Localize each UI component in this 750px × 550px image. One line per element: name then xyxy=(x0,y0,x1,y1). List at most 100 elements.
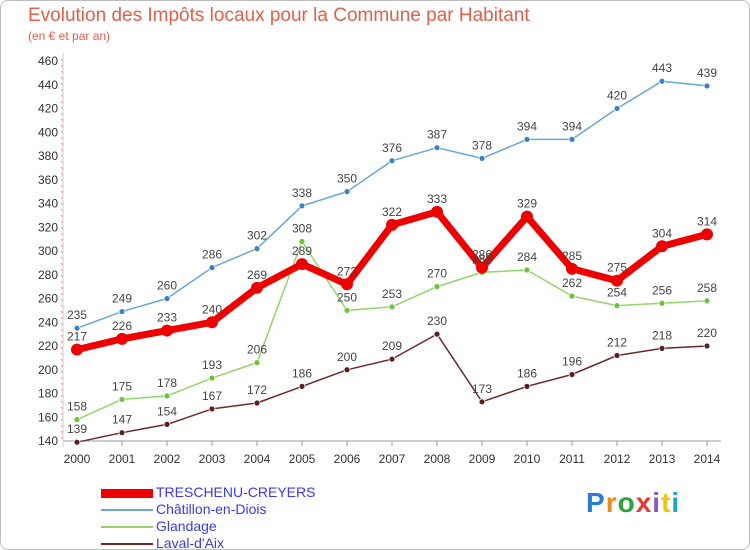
legend-label: Glandage xyxy=(156,518,217,534)
data-label: 147 xyxy=(112,413,132,427)
y-axis-dash xyxy=(60,148,64,152)
data-point xyxy=(431,205,443,218)
data-label: 186 xyxy=(517,366,537,380)
data-point xyxy=(476,261,488,274)
data-point xyxy=(116,332,128,345)
data-point xyxy=(388,157,396,165)
y-axis-dash xyxy=(60,424,64,428)
y-tick-label: 320 xyxy=(38,220,58,234)
data-label: 378 xyxy=(472,138,492,152)
y-tick-label: 140 xyxy=(38,434,58,448)
data-point xyxy=(343,188,351,196)
y-axis-dash xyxy=(60,202,64,206)
y-axis-dash xyxy=(60,328,64,332)
data-label: 282 xyxy=(472,252,492,266)
data-point xyxy=(523,266,531,274)
y-axis-dash xyxy=(60,178,64,182)
y-axis-dash xyxy=(60,190,64,194)
data-label: 270 xyxy=(427,267,447,281)
data-point xyxy=(206,316,218,329)
data-label: 178 xyxy=(157,376,177,390)
x-tick-label: 2000 xyxy=(64,452,91,466)
y-tick-label: 380 xyxy=(38,149,58,163)
data-point xyxy=(613,302,621,310)
y-axis-dash xyxy=(60,208,64,212)
y-axis-dash xyxy=(60,346,64,350)
y-axis-dash xyxy=(60,310,64,314)
legend-swatch xyxy=(101,543,153,545)
y-axis-dash xyxy=(60,268,64,272)
data-label: 172 xyxy=(247,383,267,397)
y-axis-dash xyxy=(60,124,64,128)
logo-letter: r xyxy=(605,487,618,518)
data-label: 230 xyxy=(427,314,447,328)
data-label: 314 xyxy=(697,214,717,228)
y-axis-dash xyxy=(60,400,64,404)
y-axis-dash xyxy=(60,394,64,398)
chart-subtitle: (en € et par an) xyxy=(28,29,111,43)
data-label: 139 xyxy=(67,422,87,436)
data-label: 304 xyxy=(652,226,672,240)
data-label: 286 xyxy=(202,248,222,262)
data-label: 240 xyxy=(202,302,222,316)
data-point xyxy=(208,405,216,413)
y-tick-label: 200 xyxy=(38,363,58,377)
data-point xyxy=(703,342,711,350)
legend-swatch xyxy=(101,488,153,498)
data-label: 333 xyxy=(427,192,447,206)
x-tick-label: 2009 xyxy=(469,452,496,466)
y-tick-label: 460 xyxy=(38,54,58,68)
data-point xyxy=(161,324,173,337)
data-label: 154 xyxy=(157,404,177,418)
legend-swatch xyxy=(101,509,153,511)
data-label: 250 xyxy=(337,290,357,304)
data-label: 175 xyxy=(112,379,132,393)
x-tick-label: 2014 xyxy=(694,452,721,466)
y-axis-dash xyxy=(60,334,64,338)
data-label: 289 xyxy=(292,244,312,258)
y-tick-label: 160 xyxy=(38,410,58,424)
logo-letter: i xyxy=(671,487,681,518)
y-axis-dash xyxy=(60,58,64,62)
legend-label: Laval-d'Aix xyxy=(156,535,225,550)
y-axis-dash xyxy=(60,196,64,200)
data-label: 218 xyxy=(652,328,672,342)
data-label: 350 xyxy=(337,172,357,186)
data-point xyxy=(388,303,396,311)
data-point xyxy=(566,262,578,275)
data-point xyxy=(118,308,126,315)
data-label: 420 xyxy=(607,89,627,103)
data-point xyxy=(388,355,396,363)
legend-swatch xyxy=(101,526,153,528)
data-label: 302 xyxy=(247,229,267,243)
logo-letter: x xyxy=(635,487,653,518)
data-label: 209 xyxy=(382,339,402,353)
y-axis-dash xyxy=(60,256,64,260)
data-point xyxy=(73,324,81,332)
x-tick-label: 2010 xyxy=(514,452,541,466)
y-axis-dash xyxy=(60,118,64,122)
chart-axes: 140 160 180 200 220 240 260 280 300 320 340 360 380 4… xyxy=(38,53,721,466)
data-point xyxy=(433,330,441,338)
y-axis-dash xyxy=(60,352,64,356)
data-point xyxy=(703,82,711,90)
y-axis-dash xyxy=(60,130,64,134)
y-axis-dash xyxy=(60,388,64,392)
y-axis-dash xyxy=(60,376,64,380)
legend-item: Laval-d'Aix xyxy=(101,535,361,550)
x-tick-label: 2008 xyxy=(424,452,451,466)
data-label: 308 xyxy=(292,222,312,236)
data-label: 186 xyxy=(292,366,312,380)
y-axis-dash xyxy=(60,322,64,326)
data-point xyxy=(656,240,668,253)
y-axis-dash xyxy=(60,214,64,218)
data-point xyxy=(613,105,621,112)
data-label: 286 xyxy=(472,248,492,262)
y-tick-label: 300 xyxy=(38,244,58,258)
data-label: 260 xyxy=(157,279,177,293)
data-point xyxy=(568,371,576,378)
y-axis-dash xyxy=(60,94,64,98)
x-tick-label: 2011 xyxy=(559,452,585,466)
data-point xyxy=(568,135,576,143)
